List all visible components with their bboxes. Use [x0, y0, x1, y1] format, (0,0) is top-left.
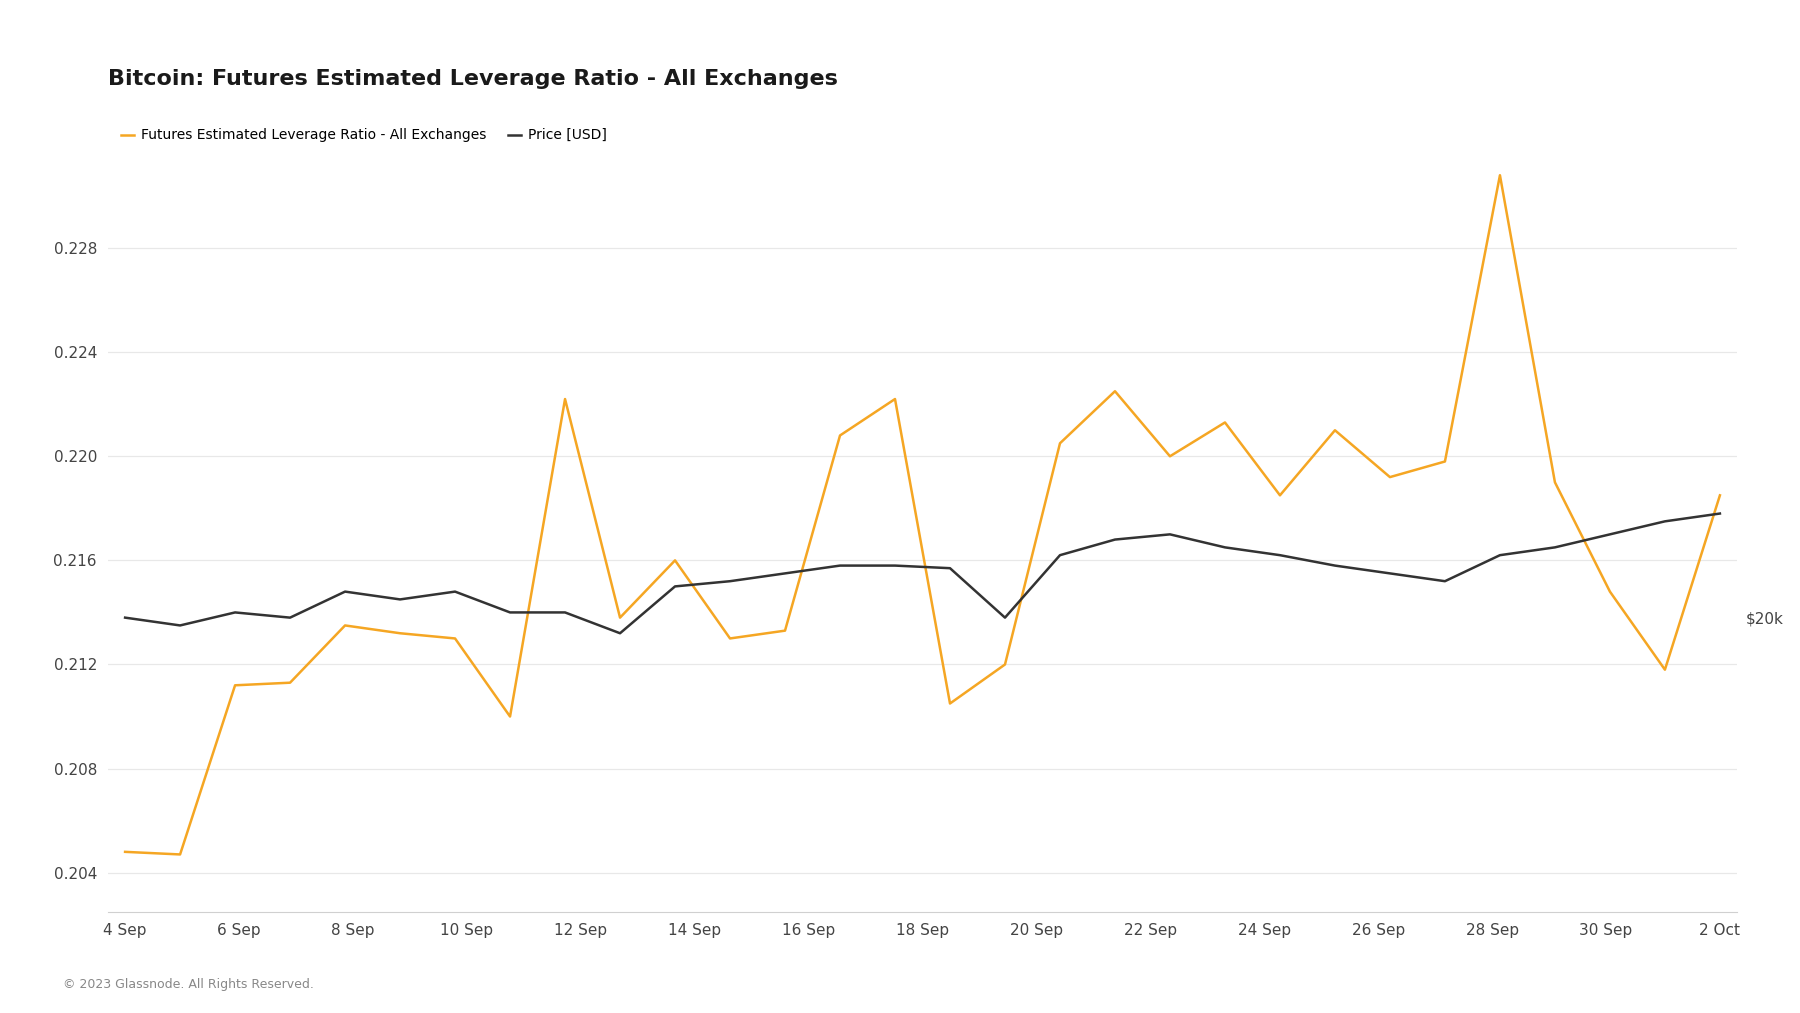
Futures Estimated Leverage Ratio - All Exchanges	[1103, 385, 1125, 397]
Futures Estimated Leverage Ratio - All Exchanges	[169, 848, 191, 860]
Futures Estimated Leverage Ratio - All Exchanges	[1379, 471, 1400, 483]
Price [USD]	[1379, 567, 1400, 579]
Futures Estimated Leverage Ratio - All Exchanges	[1654, 664, 1676, 676]
Price [USD]	[774, 567, 796, 579]
Price [USD]	[1489, 549, 1510, 561]
Futures Estimated Leverage Ratio - All Exchanges	[830, 430, 851, 442]
Futures Estimated Leverage Ratio - All Exchanges	[1049, 438, 1071, 450]
Futures Estimated Leverage Ratio - All Exchanges	[279, 677, 301, 689]
Price [USD]	[1435, 575, 1456, 588]
Price [USD]	[720, 575, 742, 588]
Futures Estimated Leverage Ratio - All Exchanges	[554, 393, 576, 405]
Futures Estimated Leverage Ratio - All Exchanges	[335, 619, 356, 631]
Price [USD]	[1544, 541, 1566, 553]
Futures Estimated Leverage Ratio - All Exchanges	[720, 632, 742, 644]
Futures Estimated Leverage Ratio - All Exchanges	[1269, 489, 1291, 501]
Price [USD]	[1598, 529, 1620, 541]
Price [USD]	[554, 607, 576, 619]
Price [USD]	[279, 612, 301, 624]
Futures Estimated Leverage Ratio - All Exchanges	[499, 710, 520, 722]
Futures Estimated Leverage Ratio - All Exchanges	[1215, 416, 1237, 428]
Price [USD]	[499, 607, 520, 619]
Futures Estimated Leverage Ratio - All Exchanges	[389, 627, 410, 639]
Price [USD]	[1325, 559, 1346, 571]
Futures Estimated Leverage Ratio - All Exchanges	[940, 697, 961, 709]
Price [USD]	[884, 559, 905, 571]
Text: © 2023 Glassnode. All Rights Reserved.: © 2023 Glassnode. All Rights Reserved.	[63, 978, 313, 991]
Line: Price [USD]: Price [USD]	[124, 514, 1721, 633]
Futures Estimated Leverage Ratio - All Exchanges	[1710, 489, 1732, 501]
Futures Estimated Leverage Ratio - All Exchanges	[1325, 424, 1346, 437]
Futures Estimated Leverage Ratio - All Exchanges	[884, 393, 905, 405]
Futures Estimated Leverage Ratio - All Exchanges	[664, 554, 686, 566]
Price [USD]	[994, 612, 1015, 624]
Price [USD]	[169, 619, 191, 631]
Price [USD]	[1215, 541, 1237, 553]
Futures Estimated Leverage Ratio - All Exchanges	[225, 680, 247, 692]
Futures Estimated Leverage Ratio - All Exchanges	[445, 632, 466, 644]
Price [USD]	[1049, 549, 1071, 561]
Price [USD]	[113, 612, 135, 624]
Price [USD]	[830, 559, 851, 571]
Price [USD]	[1159, 529, 1181, 541]
Price [USD]	[1710, 508, 1732, 520]
Futures Estimated Leverage Ratio - All Exchanges	[1159, 450, 1181, 462]
Price [USD]	[335, 586, 356, 598]
Price [USD]	[1269, 549, 1291, 561]
Price [USD]	[1654, 516, 1676, 528]
Futures Estimated Leverage Ratio - All Exchanges	[608, 612, 630, 624]
Futures Estimated Leverage Ratio - All Exchanges	[994, 658, 1015, 671]
Futures Estimated Leverage Ratio - All Exchanges	[1435, 456, 1456, 468]
Line: Futures Estimated Leverage Ratio - All Exchanges: Futures Estimated Leverage Ratio - All E…	[124, 175, 1721, 854]
Price [USD]	[664, 580, 686, 593]
Futures Estimated Leverage Ratio - All Exchanges	[774, 625, 796, 637]
Price [USD]	[1103, 534, 1125, 546]
Price [USD]	[445, 586, 466, 598]
Price [USD]	[608, 627, 630, 639]
Futures Estimated Leverage Ratio - All Exchanges	[1598, 586, 1620, 598]
Price [USD]	[940, 562, 961, 574]
Price [USD]	[225, 607, 247, 619]
Futures Estimated Leverage Ratio - All Exchanges	[1544, 476, 1566, 488]
Text: Bitcoin: Futures Estimated Leverage Ratio - All Exchanges: Bitcoin: Futures Estimated Leverage Rati…	[108, 69, 837, 89]
Futures Estimated Leverage Ratio - All Exchanges	[1489, 169, 1510, 181]
Legend: Futures Estimated Leverage Ratio - All Exchanges, Price [USD]: Futures Estimated Leverage Ratio - All E…	[115, 123, 612, 148]
Futures Estimated Leverage Ratio - All Exchanges	[113, 846, 135, 858]
Price [USD]	[389, 594, 410, 606]
